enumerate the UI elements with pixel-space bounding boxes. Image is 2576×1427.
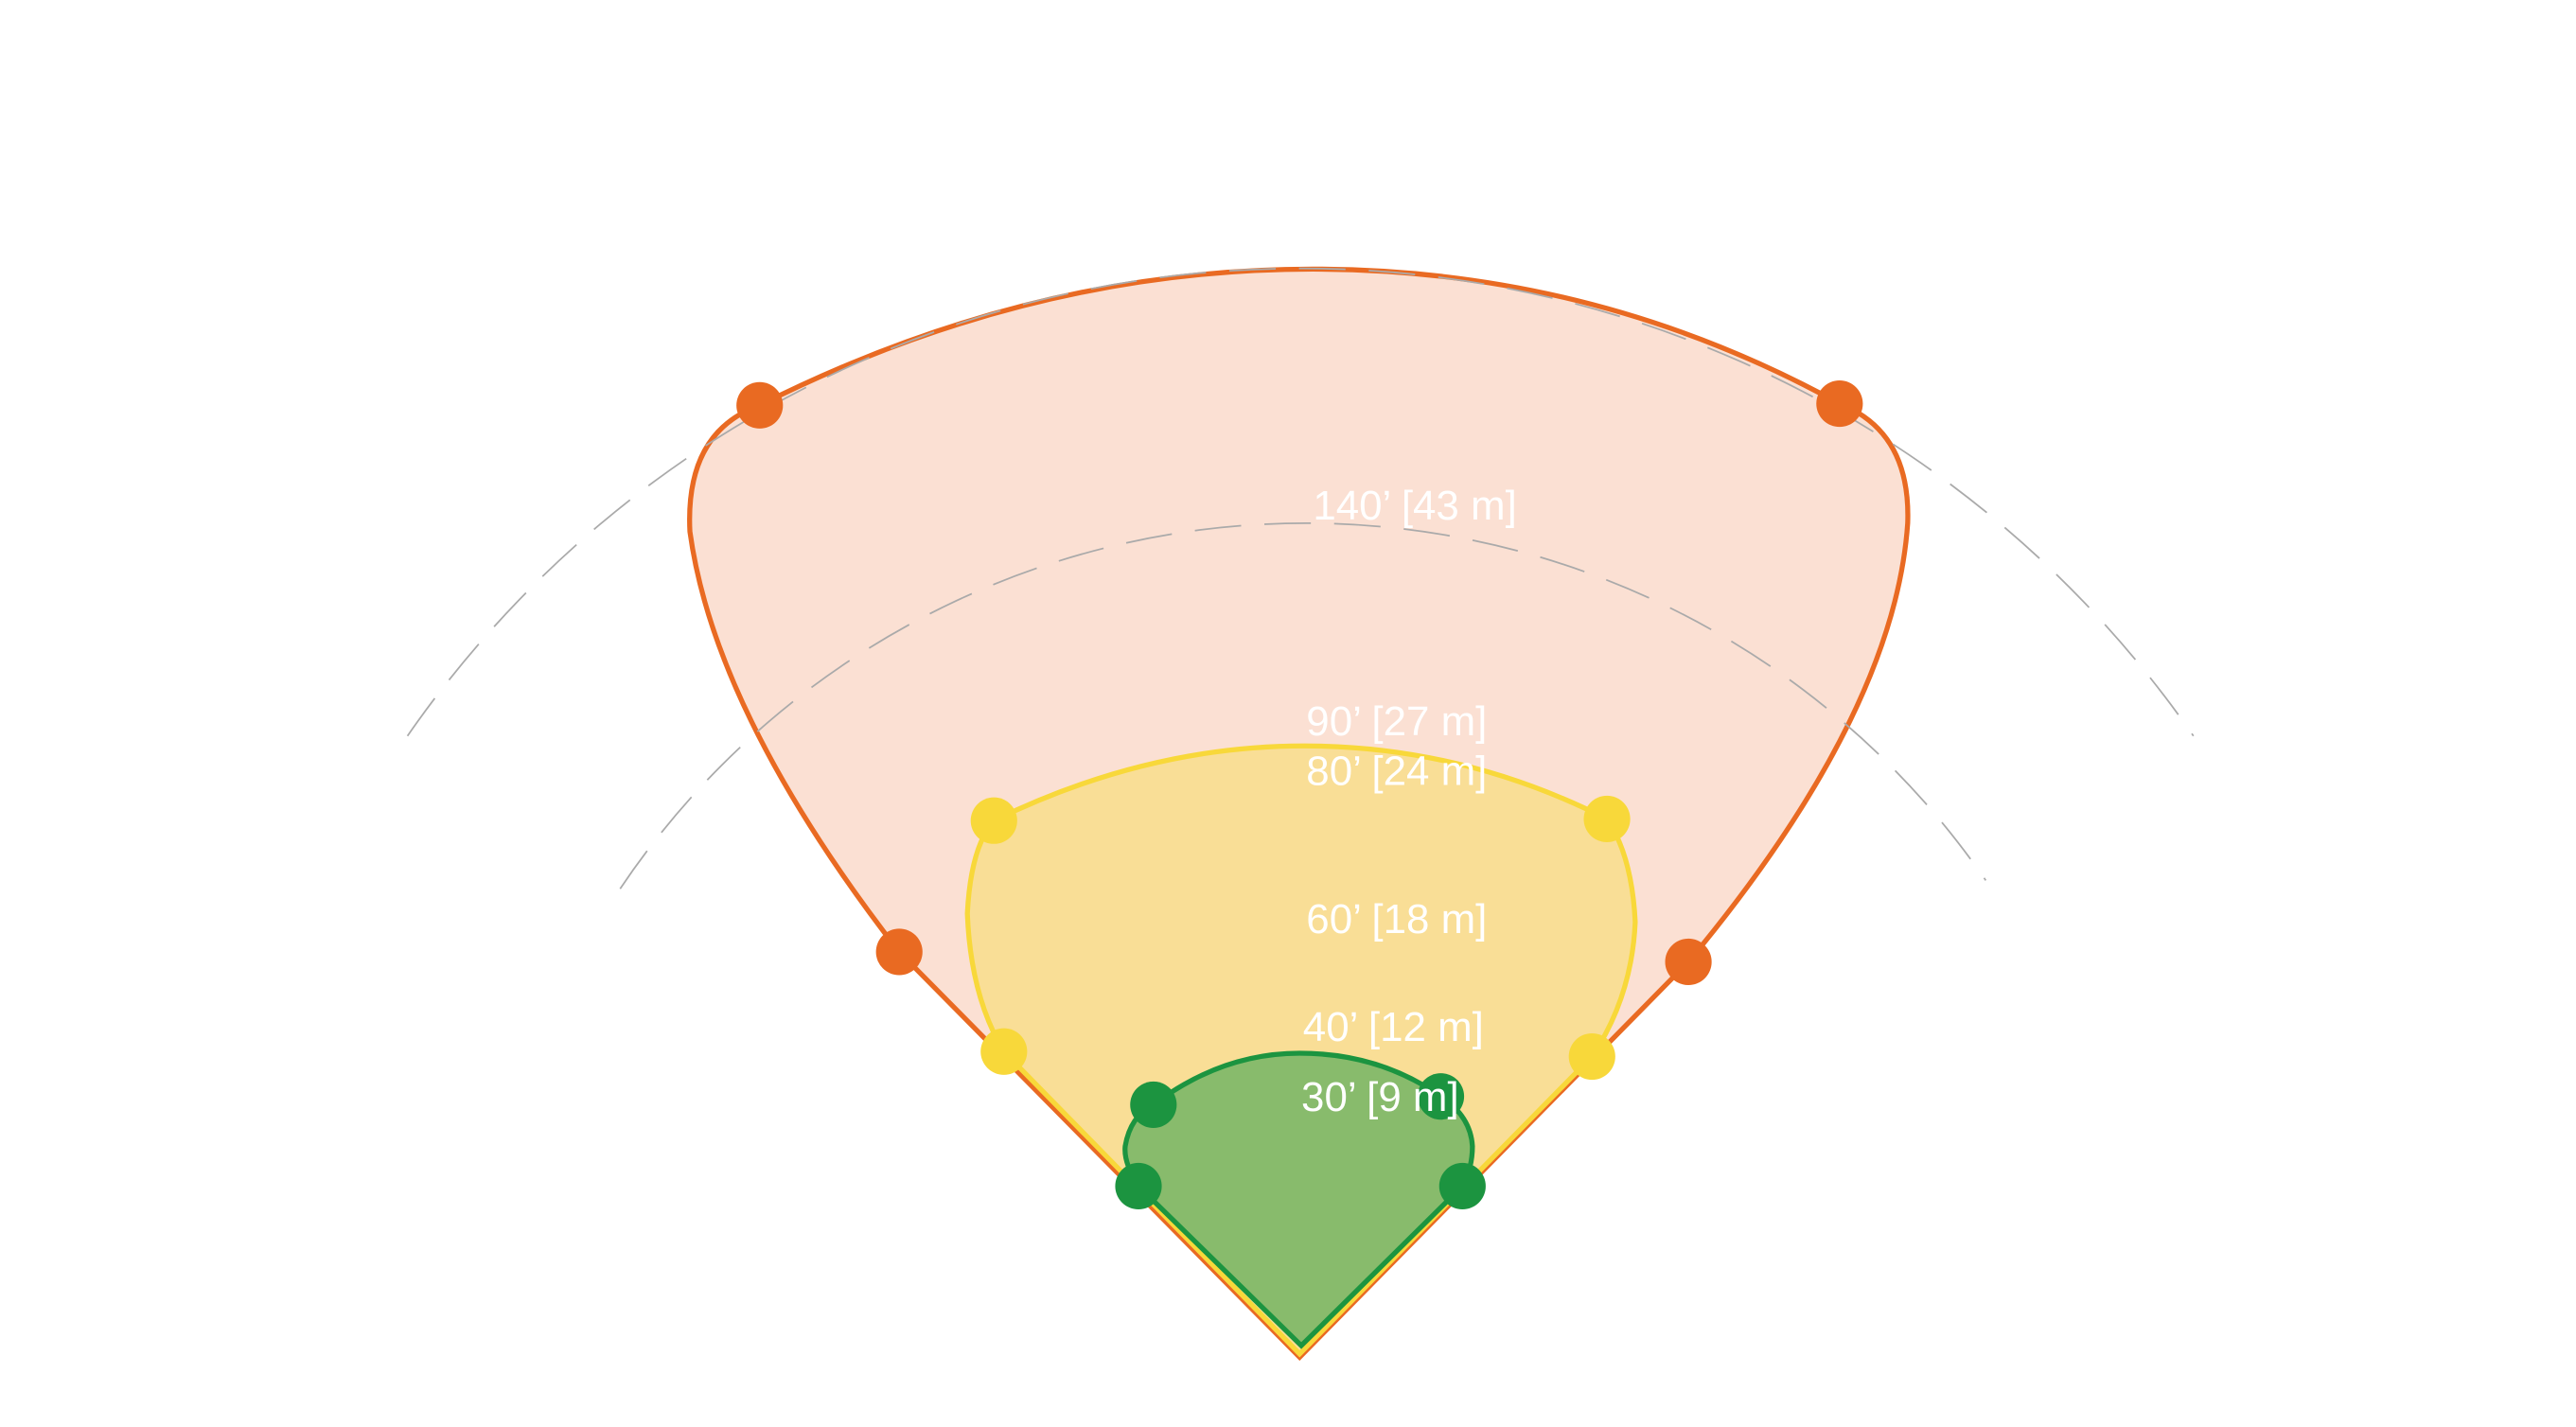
dot: [1115, 1162, 1162, 1210]
range-label: 40’ [12 m]: [1303, 1004, 1484, 1050]
dot: [1568, 1032, 1615, 1081]
dot: [1130, 1081, 1177, 1129]
green-zone: [1122, 1050, 1475, 1349]
dot: [736, 381, 784, 429]
dot: [970, 797, 1017, 844]
outer-arc: [406, 267, 2195, 737]
range-label: 140’ [43 m]: [1313, 483, 1516, 529]
dot: [1438, 1162, 1486, 1210]
yellow-dots: [970, 795, 1631, 1081]
yellow-zone: [964, 743, 1638, 1358]
dot: [1816, 380, 1863, 428]
dot: [1417, 1073, 1465, 1120]
range-label: 80’ [24 m]: [1306, 749, 1487, 795]
range-label: 60’ [18 m]: [1306, 896, 1487, 943]
dot: [980, 1028, 1028, 1075]
range-label: 30’ [9 m]: [1301, 1074, 1459, 1120]
dot: [875, 928, 923, 976]
orange-dots: [736, 380, 1863, 986]
range-label: 90’ [27 m]: [1306, 698, 1487, 745]
dot: [1583, 795, 1631, 843]
inner-arc: [619, 522, 1987, 890]
green-dots: [1115, 1073, 1486, 1210]
dot: [1665, 938, 1712, 986]
